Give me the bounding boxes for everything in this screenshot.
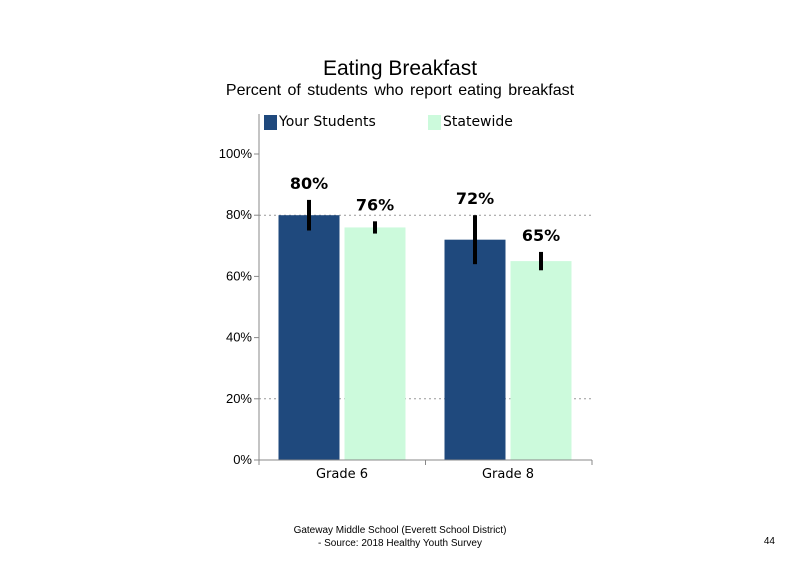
chart-title: Eating Breakfast [322,57,478,80]
x-tick-label: Grade 6 [316,467,368,482]
footer-source: - Source: 2018 Healthy Youth Survey [318,538,482,549]
data-label: 80% [290,174,328,193]
data-label: 72% [456,189,494,208]
data-label: 76% [356,195,394,214]
y-tick-label: 100% [219,146,253,161]
page-number: 44 [763,536,775,547]
legend-item-your-students: Your Students [264,114,376,130]
footer-school: Gateway Middle School (Everett School Di… [293,525,507,536]
y-tick-label: 0% [233,452,252,467]
legend-item-statewide: Statewide [428,114,513,130]
data-label: 65% [522,226,560,245]
y-tick-label: 60% [226,268,252,283]
x-tick-label: Grade 8 [482,467,534,482]
chart-subtitle: Percent of students who report eating br… [225,82,575,99]
y-tick-label: 80% [226,207,252,222]
bar-statewide-grade-6 [344,227,406,460]
y-tick-label: 40% [226,330,252,345]
bar-statewide-grade-8 [510,261,572,460]
bar-your-students-grade-8 [444,239,506,460]
legend-swatch-statewide [428,114,441,130]
y-tick-label: 20% [226,391,252,406]
bar-your-students-grade-6 [278,215,340,460]
legend-swatch-your-students [264,114,277,130]
legend-label-statewide: Statewide [443,114,513,130]
legend-label-your-students: Your Students [279,114,376,130]
